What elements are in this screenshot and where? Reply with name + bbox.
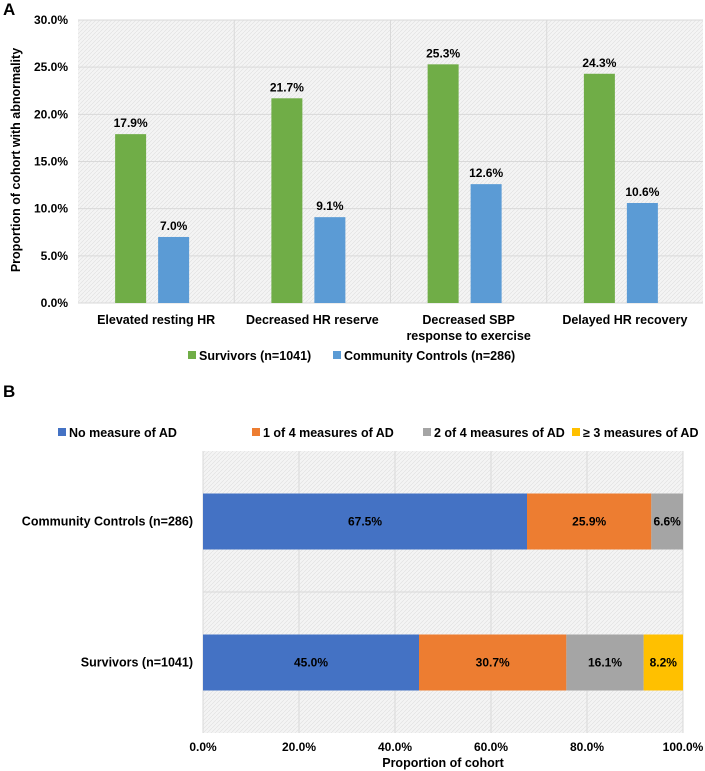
panel-b-x-tick-label: 80.0% <box>570 740 604 754</box>
panel-b-data-label: 25.9% <box>572 515 606 529</box>
panel-a-y-tick-label: 5.0% <box>41 249 69 263</box>
panel-b-category-labels: Community Controls (n=286) Survivors (n=1… <box>22 515 193 670</box>
panel-a-bar <box>626 203 658 303</box>
panel-a-bar <box>470 184 502 303</box>
panel-b-x-tick-label: 100.0% <box>663 740 704 754</box>
panel-b-x-axis-title: Proportion of cohort <box>382 756 504 770</box>
panel-a-category-labels: Elevated resting HR Decreased HR reserve D… <box>97 313 687 343</box>
panel-b-bar-segment <box>643 634 683 691</box>
panel-a-bars: 17.9% 21.7% 25.3% 24.3% 7.0% 9.1% 12.6% 10.6% <box>114 46 660 304</box>
panel-b-bar-segment <box>566 634 644 691</box>
panel-a-data-label: 21.7% <box>270 80 304 94</box>
panel-b-legend-swatch <box>58 428 66 436</box>
panel-a-bar <box>314 217 346 303</box>
panel-a-category-label: Elevated resting HR <box>97 313 215 327</box>
panel-b-legend-swatch <box>423 428 431 436</box>
panel-a-data-label: 9.1% <box>316 199 344 213</box>
panel-b-legend-label: ≥ 3 measures of AD <box>583 426 698 440</box>
panel-a-y-ticks: 0.0% 5.0% 10.0% 15.0% 20.0% 25.0% 30.0% <box>34 13 68 310</box>
panel-b-x-tick-label: 0.0% <box>189 740 217 754</box>
panel-a-y-tick-label: 15.0% <box>34 155 68 169</box>
panel-b-data-label: 67.5% <box>348 515 382 529</box>
panel-a-bar <box>158 236 190 303</box>
panel-b-legend-label: 1 of 4 measures of AD <box>263 426 394 440</box>
panel-b-legend-swatch <box>252 428 260 436</box>
panel-a-bar <box>427 64 459 303</box>
panel-a-y-tick-label: 10.0% <box>34 202 68 216</box>
panel-b-bar-segment <box>527 493 652 550</box>
panel-b-data-label: 30.7% <box>476 656 510 670</box>
panel-b-bars: 67.5% 25.9% 6.6% 45.0% 30.7% 16.1% 8.2% <box>203 493 683 691</box>
panel-a-data-label: 12.6% <box>469 166 503 180</box>
panel-a-data-label: 17.9% <box>114 116 148 130</box>
panel-a-y-tick-label: 0.0% <box>41 296 69 310</box>
panel-a-bar <box>583 73 615 304</box>
panel-a-category-label: Decreased SBP <box>422 313 514 327</box>
panel-a-data-label: 7.0% <box>160 219 188 233</box>
panel-a-bar <box>115 134 147 303</box>
panel-a-letter: A <box>3 0 15 19</box>
panel-a-data-label: 24.3% <box>582 56 616 70</box>
panel-b-bar-segment <box>203 493 527 550</box>
panel-b-bar-segment <box>203 634 419 691</box>
panel-b-legend-swatch <box>572 428 580 436</box>
panel-b-x-ticks: 0.0% 20.0% 40.0% 60.0% 80.0% 100.0% <box>189 740 703 754</box>
panel-a-legend-label: Survivors (n=1041) <box>199 349 311 363</box>
panel-a-y-tick-label: 25.0% <box>34 60 68 74</box>
panel-a-category-label: Delayed HR recovery <box>562 313 687 327</box>
panel-a-category-label: Decreased HR reserve <box>246 313 379 327</box>
panel-b-x-tick-label: 40.0% <box>378 740 412 754</box>
panel-b-data-label: 45.0% <box>294 656 328 670</box>
panel-a-gridlines <box>78 19 703 304</box>
panel-a-legend-label: Community Controls (n=286) <box>344 349 515 363</box>
panel-a-y-tick-label: 20.0% <box>34 107 68 121</box>
panel-b-letter: B <box>3 382 15 401</box>
panel-b-legend-label: 2 of 4 measures of AD <box>434 426 565 440</box>
panel-b-data-label: 6.6% <box>653 515 681 529</box>
panel-b-bar-segment <box>651 493 683 550</box>
panel-a-category-label: response to exercise <box>406 329 530 343</box>
panel-a-data-label: 25.3% <box>426 46 460 60</box>
panel-a-y-tick-label: 30.0% <box>34 13 68 27</box>
panel-b-category-label: Community Controls (n=286) <box>22 515 193 529</box>
panel-b-x-tick-label: 20.0% <box>282 740 316 754</box>
panel-b-legend: No measure of AD 1 of 4 measures of AD 2 o… <box>58 426 698 440</box>
panel-b-data-label: 16.1% <box>588 656 622 670</box>
panel-a-data-label: 10.6% <box>625 185 659 199</box>
panel-a-bar <box>271 98 303 304</box>
panel-b-legend-label: No measure of AD <box>69 426 177 440</box>
panel-b-category-label: Survivors (n=1041) <box>81 656 193 670</box>
panel-b-data-label: 8.2% <box>650 656 678 670</box>
panel-b-bar-segment <box>419 634 567 691</box>
panel-a-legend-swatch <box>188 351 196 359</box>
panel-a-legend-swatch <box>333 351 341 359</box>
panel-b-x-tick-label: 60.0% <box>474 740 508 754</box>
panel-a-y-axis-title: Proportion of cohort with abnormality <box>9 48 23 272</box>
panel-a-legend: Survivors (n=1041) Community Controls (n=… <box>188 349 515 363</box>
